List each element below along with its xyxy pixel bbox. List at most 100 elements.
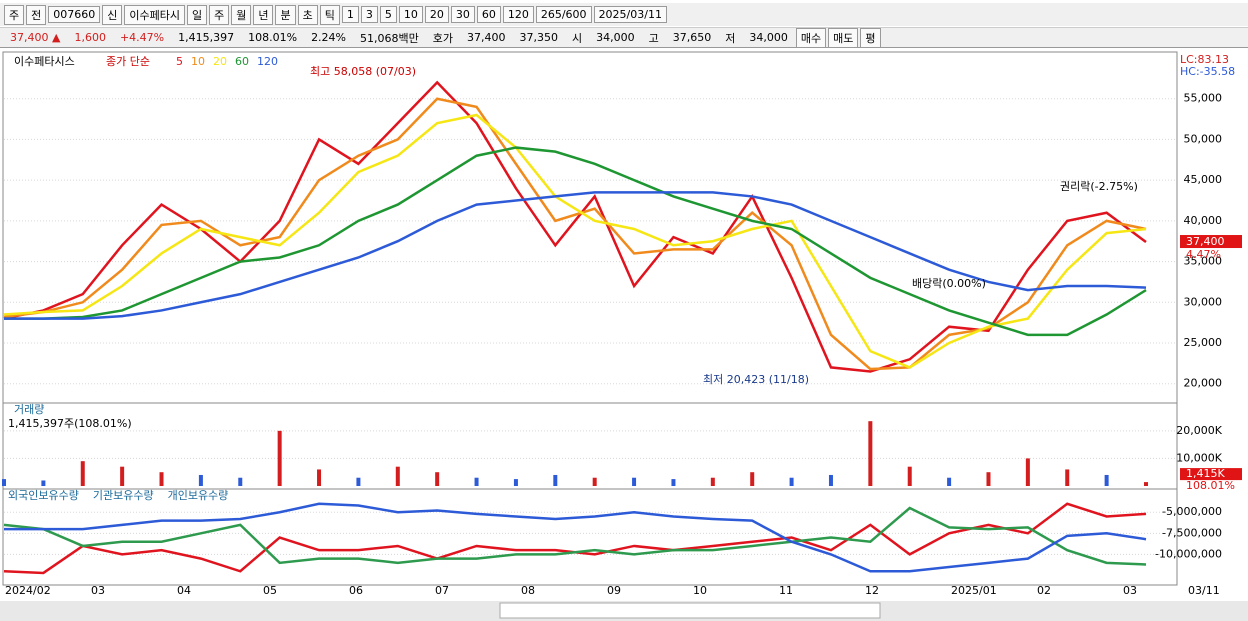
- plot-frame: [2, 51, 1178, 586]
- volume-bar: [2, 479, 6, 486]
- y-tick-label: 20,000K: [1176, 424, 1222, 437]
- legend-entry: 10: [191, 55, 205, 68]
- info-item: 37,400 ▲: [10, 31, 61, 44]
- y-tick-label: -7,500,000: [1162, 526, 1222, 539]
- info-item: 51,068백만: [360, 31, 419, 45]
- toolbar-button[interactable]: 일: [186, 4, 208, 25]
- indicator: HC:-35.58: [1180, 65, 1235, 78]
- toolbar-button[interactable]: 3: [360, 6, 378, 23]
- last-volume-box: [1180, 468, 1242, 481]
- volume-bar: [1025, 458, 1030, 486]
- volume-bar: [198, 474, 203, 486]
- legend-entry: 5: [176, 55, 183, 68]
- toolbar-button[interactable]: 1: [341, 6, 359, 23]
- volume-bar: [238, 477, 243, 486]
- panel-subtitle: 종가 단순: [106, 55, 150, 68]
- info-item: 시: [572, 31, 583, 45]
- series-line: [3, 97, 1147, 371]
- toolbar-button[interactable]: 2025/03/11: [593, 6, 667, 23]
- volume-bar: [789, 477, 794, 486]
- info-item: 1,415,397: [178, 31, 235, 44]
- info-item: 호가: [432, 31, 453, 45]
- info-item: 고: [648, 31, 659, 45]
- info-bar: 37,400 ▲ 1,600 +4.47% 1,415,397 108.01% 2.24%…: [0, 27, 1248, 48]
- x-tick-label: 09: [607, 584, 621, 597]
- info-item: 2.24%: [311, 31, 347, 44]
- info-item[interactable]: 평: [860, 27, 881, 48]
- y-tick-label: 10,000K: [1176, 451, 1222, 464]
- toolbar-button[interactable]: 초: [297, 4, 318, 25]
- x-tick-label: 04: [177, 584, 191, 597]
- y-tick-label: -5,000,000: [1162, 505, 1222, 518]
- volume-bar: [828, 474, 833, 486]
- volume-bar: [317, 469, 322, 486]
- legend-entry: 20: [213, 55, 227, 68]
- info-item: 108.01%: [248, 31, 298, 44]
- info-item: 1,600: [74, 31, 106, 44]
- toolbar-button[interactable]: 주: [209, 4, 230, 25]
- info-item: 37,350: [519, 31, 559, 44]
- toolbar-button[interactable]: 신: [102, 4, 123, 25]
- toolbar-button[interactable]: 265/600: [535, 6, 592, 23]
- legend-entry: 기관보유수량: [93, 489, 154, 502]
- toolbar-button[interactable]: 20: [424, 6, 449, 23]
- last-price: 37,400: [1186, 235, 1225, 248]
- volume-bar: [277, 430, 282, 486]
- volume-bar: [41, 480, 46, 486]
- toolbar-button[interactable]: 60: [476, 6, 501, 23]
- last-volume-ratio: 108.01%: [1186, 479, 1235, 492]
- toolbar-button[interactable]: 30: [450, 6, 475, 23]
- legend-entry: 120: [257, 55, 278, 68]
- series-line: [4, 191, 1147, 320]
- annotation: 권리락(-2.75%): [1060, 180, 1138, 193]
- volume-bar: [947, 477, 952, 486]
- scroll-thumb[interactable]: [499, 602, 881, 619]
- volume-bar: [632, 477, 637, 486]
- volume-bar: [750, 472, 755, 486]
- toolbar-button[interactable]: 10: [398, 6, 423, 23]
- last-change: 4.47%: [1186, 248, 1221, 261]
- y-tick-label: 55,000: [1184, 92, 1223, 105]
- chart-area: 20,000 25,000 30,000 35,000 40,000 45,000 50,0…: [0, 51, 1248, 621]
- x-tick-label: 03: [1123, 584, 1137, 597]
- info-item: 34,000: [596, 31, 635, 44]
- panel-subtitle: 1,415,397주(108.01%): [8, 417, 132, 430]
- x-tick-label: 03/11: [1188, 584, 1220, 597]
- toolbar-button[interactable]: 전: [26, 4, 47, 25]
- x-tick-label: 02: [1037, 584, 1051, 597]
- panel-title: 거래량: [14, 403, 44, 416]
- toolbar-button[interactable]: 틱: [319, 4, 340, 25]
- toolbar-button[interactable]: 년: [253, 4, 274, 25]
- volume-bar: [513, 479, 518, 486]
- x-tick-label: 10: [693, 584, 707, 597]
- series-line: [3, 80, 1147, 373]
- last-price-box: [1180, 235, 1242, 249]
- y-tick-label: 50,000: [1184, 132, 1223, 145]
- series-line: [3, 506, 1147, 566]
- annotation: 배당락(0.00%): [912, 277, 986, 290]
- y-tick-label: 20,000: [1184, 377, 1223, 390]
- x-tick-label: 06: [349, 584, 363, 597]
- toolbar-button[interactable]: 월: [231, 4, 252, 25]
- volume-bar: [907, 466, 912, 486]
- toolbar-button[interactable]: 120: [502, 6, 534, 23]
- volume-bar: [671, 479, 676, 486]
- toolbar-button[interactable]: 007660: [48, 6, 101, 23]
- indicator: LC:83.13: [1180, 53, 1229, 66]
- volume-bar: [1104, 474, 1109, 486]
- toolbar-button[interactable]: 이수페타시: [124, 4, 185, 25]
- toolbar-button[interactable]: 5: [379, 6, 397, 23]
- x-tick-label: 05: [263, 584, 277, 597]
- legend-entry: 외국인보유수량: [8, 489, 79, 502]
- y-tick-label: 35,000: [1184, 255, 1223, 268]
- volume-bar: [553, 474, 558, 486]
- info-item[interactable]: 매도: [828, 27, 859, 48]
- toolbar-button[interactable]: 분: [275, 4, 296, 25]
- series-line: [4, 146, 1147, 337]
- y-tick-label: -10,000,000: [1155, 547, 1222, 560]
- volume-bar: [474, 477, 479, 486]
- y-tick-label: 40,000: [1184, 214, 1223, 227]
- y-tick-label: 45,000: [1184, 173, 1223, 186]
- toolbar-button[interactable]: 주: [4, 4, 25, 25]
- info-item[interactable]: 매수: [795, 27, 827, 48]
